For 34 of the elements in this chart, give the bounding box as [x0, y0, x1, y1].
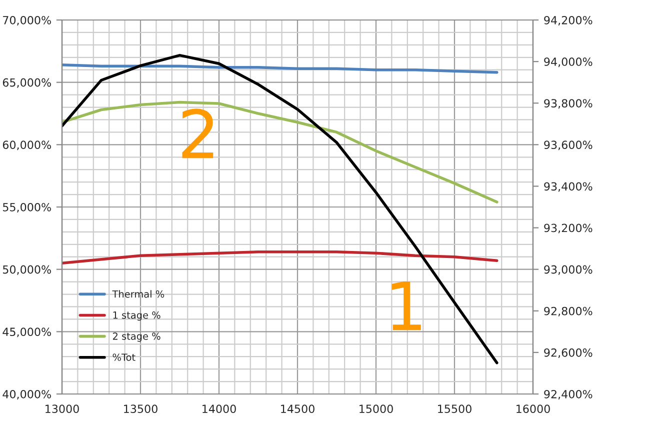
y2-tick-label: 93,000%: [544, 265, 592, 275]
annotation: 2: [182, 108, 214, 158]
legend-label: 1 stage %: [113, 311, 160, 321]
y-tick-label: 70,000%: [3, 16, 51, 26]
y-tick-label: 40,000%: [2, 390, 51, 400]
x-tick-label: 14000: [202, 404, 236, 414]
y-tick-label: 55,000%: [3, 202, 51, 213]
y-tick-label: 60,000%: [2, 140, 51, 150]
line-series: [62, 100, 498, 204]
y2-tick-label: 92,400%: [544, 390, 592, 400]
x-tick-label: 13500: [124, 404, 158, 414]
y2-tick-label: 93,600%: [544, 140, 592, 150]
line-series: [62, 250, 498, 264]
x-tick-label: 16000: [516, 404, 550, 414]
y2-tick-label: 92,600%: [544, 348, 592, 358]
legend-label: Thermal %: [112, 290, 164, 298]
y-tick-label: 45,000%: [2, 328, 51, 338]
x-tick-label: 15500: [438, 404, 472, 414]
y2-tick-label: 93,200%: [544, 224, 592, 234]
x-tick-label: 14500: [281, 404, 314, 414]
x-tick-label: 15000: [360, 404, 393, 414]
y2-tick-label: 92,800%: [544, 306, 592, 316]
line-series: [62, 54, 498, 364]
y2-tick-label: 94,000%: [544, 58, 592, 68]
legend-label: 2 stage %: [112, 332, 160, 342]
annotation: 1: [392, 282, 421, 330]
x-tick-label: 13000: [46, 404, 79, 414]
y2-tick-label: 93,800%: [544, 99, 592, 109]
line-series: [62, 63, 498, 74]
y2-tick-label: 93,400%: [544, 182, 592, 192]
legend-label: %Tot: [112, 354, 136, 361]
y2-tick-label: 94,200%: [544, 16, 592, 26]
y-tick-label: 50,000%: [3, 265, 51, 275]
y-tick-label: 65,000%: [2, 78, 51, 88]
